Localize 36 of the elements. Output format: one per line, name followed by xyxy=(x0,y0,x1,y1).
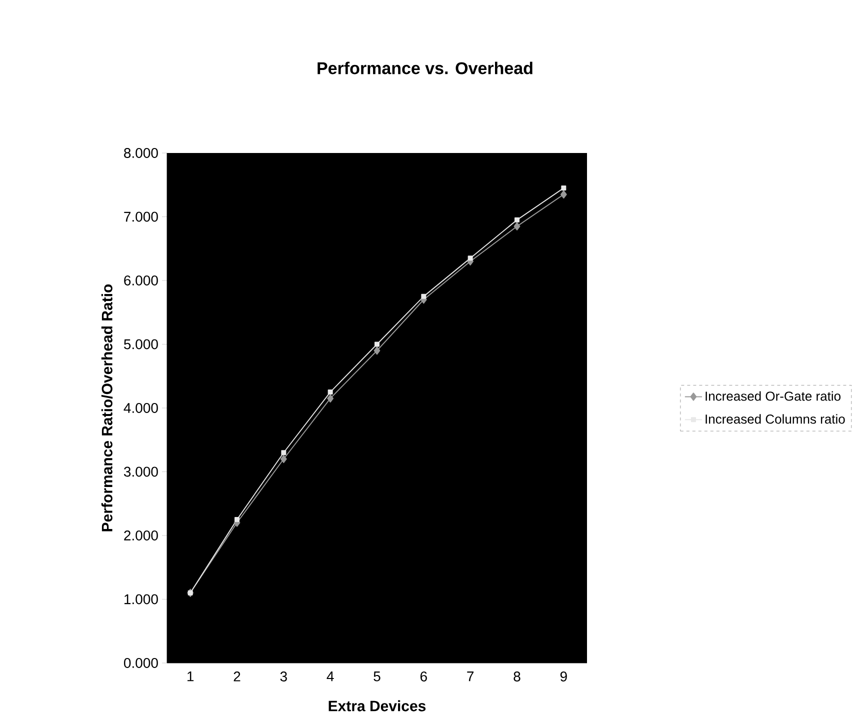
y-tick-label: 8.000 xyxy=(124,148,158,158)
x-tick-label: 6 xyxy=(420,672,427,682)
point xyxy=(327,394,334,403)
point xyxy=(374,346,380,355)
x-tick-label: 9 xyxy=(560,672,567,682)
y-tick-label: 0.000 xyxy=(124,658,158,668)
x-tick-label: 7 xyxy=(467,672,474,682)
point xyxy=(514,218,520,223)
x-axis-title: Extra Devices xyxy=(328,700,426,712)
point xyxy=(281,450,286,456)
legend-label: Increased Or-Gate ratio xyxy=(706,391,840,401)
y-tick-label: 4.000 xyxy=(124,403,158,414)
point xyxy=(234,517,240,522)
point xyxy=(468,256,473,261)
point xyxy=(514,222,520,231)
y-tick-label: 5.000 xyxy=(124,339,158,350)
y-tick-label: 1.000 xyxy=(124,594,158,604)
x-tick-label: 2 xyxy=(234,672,240,682)
point xyxy=(280,455,287,464)
point xyxy=(328,390,333,395)
point xyxy=(560,190,567,199)
y-axis-title: Performance Ratio/Overhead Ratio xyxy=(101,284,113,532)
legend-label: Increased Columns ratio xyxy=(706,414,845,424)
x-tick-label: 4 xyxy=(326,672,334,682)
y-tick-label: 2.000 xyxy=(124,530,158,541)
x-tick-label: 1 xyxy=(188,672,194,682)
y-tick-label: 3.000 xyxy=(124,466,158,477)
x-tick-label: 5 xyxy=(374,672,380,682)
chart-title: Performance vs. Overhead xyxy=(318,62,532,74)
x-tick-label: 8 xyxy=(514,672,520,682)
point xyxy=(561,186,566,191)
point xyxy=(421,294,426,300)
x-tick-label: 3 xyxy=(280,672,287,682)
y-tick-label: 6.000 xyxy=(124,276,158,286)
point xyxy=(374,342,380,347)
y-tick-label: 7.000 xyxy=(124,212,158,222)
